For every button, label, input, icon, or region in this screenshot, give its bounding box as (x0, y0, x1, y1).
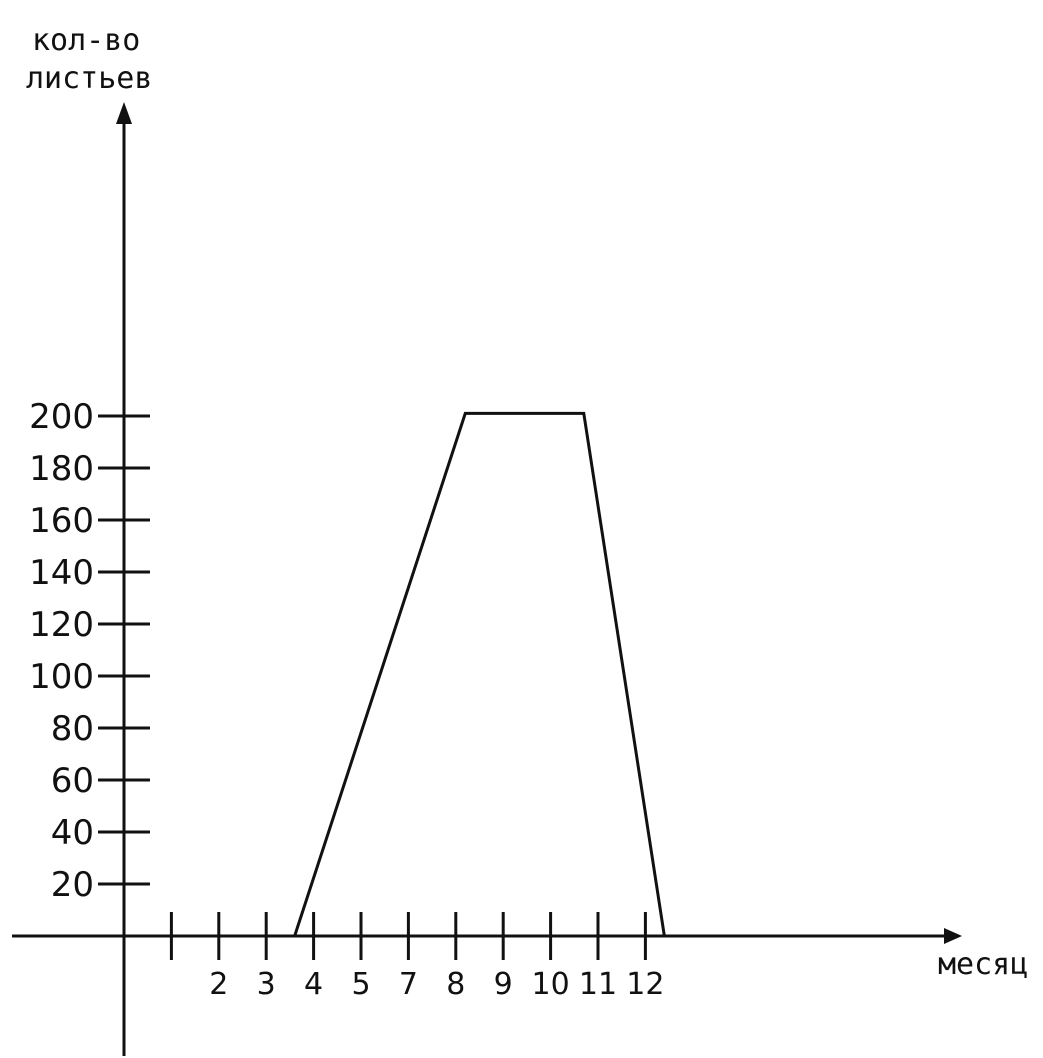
x-axis-title: месяц (938, 947, 1028, 982)
y-tick-label: 60 (51, 761, 94, 801)
y-tick-label: 160 (29, 501, 94, 541)
y-tick-label: 100 (29, 657, 94, 697)
y-tick-label: 20 (51, 865, 94, 905)
x-ticks: 2 3 4 5 7 8 9 10 11 12 (169, 912, 664, 1002)
y-tick-label: 180 (29, 449, 94, 489)
x-tick-label: 5 (351, 967, 370, 1002)
y-axis-title-line-2: листьев (26, 61, 152, 96)
x-tick-label: 8 (446, 967, 465, 1002)
y-tick-label: 80 (51, 709, 94, 749)
series-layer (293, 411, 666, 937)
x-tick-label: 12 (626, 967, 664, 1002)
y-axis-title-line-1: кол-во (32, 23, 140, 58)
x-tick-label: 7 (399, 967, 418, 1002)
y-tick-label: 200 (29, 397, 94, 437)
x-tick-label: 2 (209, 967, 228, 1002)
y-ticks: 20 40 60 80 100 120 140 160 180 200 (29, 397, 150, 905)
x-tick-label: 3 (257, 967, 276, 1002)
axes (12, 102, 962, 1056)
x-tick-label: 11 (579, 967, 617, 1002)
y-tick-label: 120 (29, 605, 94, 645)
y-axis-arrow (116, 102, 132, 124)
x-tick-label: 9 (494, 967, 513, 1002)
x-tick-label: 10 (532, 967, 570, 1002)
x-axis-arrow (944, 928, 962, 944)
x-tick-label: 4 (304, 967, 323, 1002)
series-line (293, 411, 666, 937)
y-tick-label: 140 (29, 553, 94, 593)
y-tick-label: 40 (51, 813, 94, 853)
